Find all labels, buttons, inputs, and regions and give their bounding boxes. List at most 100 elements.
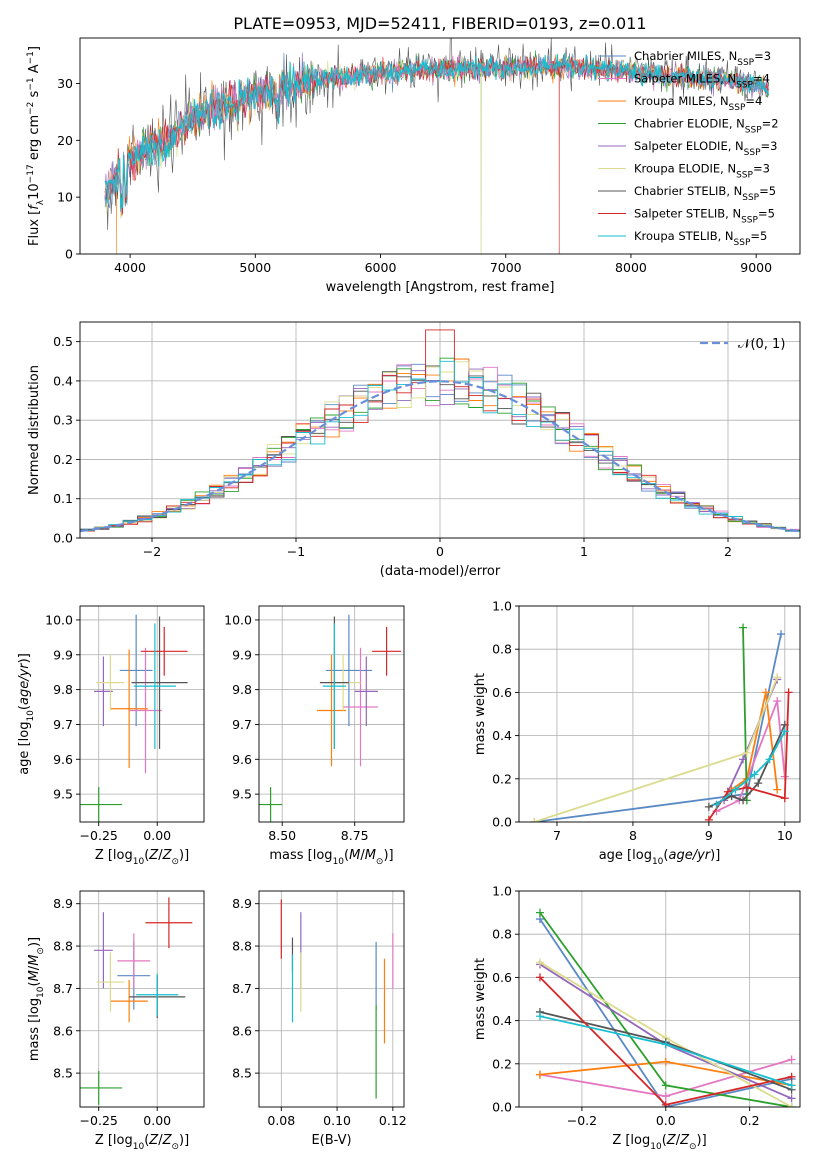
weight-marker xyxy=(723,787,732,796)
x-axis-label: age [log10(age/yr)] xyxy=(599,848,721,867)
weight-marker xyxy=(661,1040,670,1049)
axes-frame xyxy=(258,890,405,1108)
errorbar-kroupa-stelib xyxy=(133,623,176,749)
x-tick-label: −2 xyxy=(143,544,161,559)
x-tick-label: 6000 xyxy=(365,260,397,275)
y-tick-label: 0.4 xyxy=(492,1013,512,1028)
y-tick-label: 0.2 xyxy=(53,452,73,467)
weight-series-chabrier-elodie xyxy=(739,623,751,805)
y-tick-label: 8.7 xyxy=(53,981,73,996)
legend-spectrum: Chabrier MILES, NSSP=3 Salpeter MILES, NS… xyxy=(598,49,779,248)
x-axis-label: E(B-V) xyxy=(311,1133,351,1148)
weight-marker xyxy=(661,1100,670,1107)
y-tick-label: 0.0 xyxy=(492,1100,512,1115)
y-tick-label: 0.0 xyxy=(492,815,512,830)
x-tick-label: 2 xyxy=(724,544,732,559)
weight-marker xyxy=(535,973,544,982)
errorbar-salpeter-miles xyxy=(343,647,378,767)
x-tick-label: 8 xyxy=(629,828,637,843)
plot-area-age_vs_mass xyxy=(259,614,402,822)
errorbar-chabrier-miles xyxy=(325,614,373,727)
y-tick-label: 10.0 xyxy=(224,612,252,627)
x-tick-label: 7000 xyxy=(490,260,522,275)
y-tick-label: 9.9 xyxy=(232,647,252,662)
weight-marker xyxy=(535,1012,544,1021)
weight-marker xyxy=(661,1081,670,1090)
x-axis-label: Z [log10(Z/Z⊙)] xyxy=(612,1133,706,1152)
weight-line xyxy=(742,627,748,801)
panel-spectrum: 4000 5000 6000 7000 8000 9000 0 10 20 30 wavelengt… xyxy=(26,37,801,295)
weight-marker xyxy=(777,630,786,639)
x-tick-label: 0.10 xyxy=(323,1113,351,1128)
legend-entry: Salpeter ELODIE, NSSP=3 xyxy=(634,139,777,158)
weight-marker xyxy=(787,1072,796,1081)
y-axis-label: age [log10(age/yr)] xyxy=(17,653,36,775)
y-tick-label: 9.7 xyxy=(53,717,73,732)
plot-area-mass_vs_Z xyxy=(80,897,193,1105)
legend-entry: Kroupa STELIB, NSSP=5 xyxy=(634,229,767,248)
weight-marker xyxy=(773,697,782,706)
weight-marker xyxy=(773,785,782,794)
errorbar-salpeter-elodie xyxy=(94,912,113,989)
legend-entry: Kroupa ELODIE, NSSP=3 xyxy=(634,162,770,181)
x-tick-label: 7 xyxy=(553,828,561,843)
spectrum-line-salpeter-stelib xyxy=(104,56,769,254)
y-tick-label: 1.0 xyxy=(492,599,512,614)
weight-marker xyxy=(742,783,751,792)
x-tick-label: 1 xyxy=(580,544,588,559)
weight-line xyxy=(539,918,792,1107)
errorbar-salpeter-miles xyxy=(117,933,151,989)
errorbar-salpeter-elodie xyxy=(354,656,378,727)
weight-marker xyxy=(661,1092,670,1101)
errorbar-salpeter-stelib xyxy=(140,626,188,676)
y-tick-label: 0.4 xyxy=(53,373,73,388)
y-tick-label: 8.9 xyxy=(53,896,73,911)
axes-frame xyxy=(79,890,205,1108)
y-tick-label: 0.5 xyxy=(53,334,73,349)
weight-marker xyxy=(761,688,770,697)
weight-marker xyxy=(661,1057,670,1066)
weight-marker xyxy=(765,755,774,764)
y-tick-label: 0.2 xyxy=(492,771,512,786)
y-tick-label: 30 xyxy=(57,76,73,91)
weight-marker xyxy=(739,796,748,805)
x-axis-label: wavelength [Angstrom, rest frame] xyxy=(326,280,555,295)
y-tick-label: 8.6 xyxy=(53,1023,73,1038)
weight-marker xyxy=(739,623,748,632)
errorbar-kroupa-stelib xyxy=(136,973,179,1016)
y-tick-label: 0.3 xyxy=(53,413,73,428)
weight-marker xyxy=(530,818,539,822)
errorbar-salpeter-stelib xyxy=(372,626,402,676)
panel-mass_vs_Z: −0.25 0.00 8.5 8.6 8.7 8.8 8.9 Z [log10(Z/Z⊙)] m… xyxy=(27,890,205,1152)
x-tick-label: 4000 xyxy=(114,260,146,275)
panel-weight_vs_Z: −0.2 0.0 0.2 0.0 0.2 0.4 0.6 0.8 1.0 Z [log10(Z/Z… xyxy=(473,884,801,1152)
normal-curve xyxy=(80,380,800,533)
y-tick-label: 0.6 xyxy=(492,970,512,985)
errorbar-chabrier-miles xyxy=(119,614,153,727)
y-tick-label: 0.2 xyxy=(492,1056,512,1071)
axes-frame xyxy=(518,890,801,1108)
y-tick-label: 0 xyxy=(65,247,73,262)
y-tick-label: 8.8 xyxy=(232,939,252,954)
weight-marker xyxy=(739,755,748,764)
y-tick-label: 9.5 xyxy=(53,787,73,802)
x-axis-label: Z [log10(Z/Z⊙)] xyxy=(95,1133,189,1152)
errorbar-chabrier-elodie xyxy=(80,787,123,822)
y-tick-label: 0.4 xyxy=(492,728,512,743)
y-tick-label: 8.7 xyxy=(232,981,252,996)
weight-line xyxy=(731,692,779,791)
panel-age_vs_Z: −0.25 0.00 9.5 9.6 9.7 9.8 9.9 10.0 Z [log10(Z/Z… xyxy=(17,605,205,867)
plot-area-weight_vs_Z xyxy=(535,908,796,1107)
x-tick-label: 5000 xyxy=(239,260,271,275)
errorbar-chabrier-elodie xyxy=(259,787,283,822)
y-tick-label: 9.9 xyxy=(53,647,73,662)
spectrum-line-kroupa-stelib xyxy=(104,53,770,211)
weight-marker xyxy=(773,673,782,682)
y-tick-label: 20 xyxy=(57,133,73,148)
x-tick-label: 8.75 xyxy=(341,828,369,843)
weight-marker xyxy=(787,1081,796,1090)
plot-area-mass_vs_ebv xyxy=(280,899,394,1099)
weight-marker xyxy=(704,802,713,811)
x-tick-label: 0.08 xyxy=(267,1113,295,1128)
x-tick-label: −0.25 xyxy=(80,828,118,843)
